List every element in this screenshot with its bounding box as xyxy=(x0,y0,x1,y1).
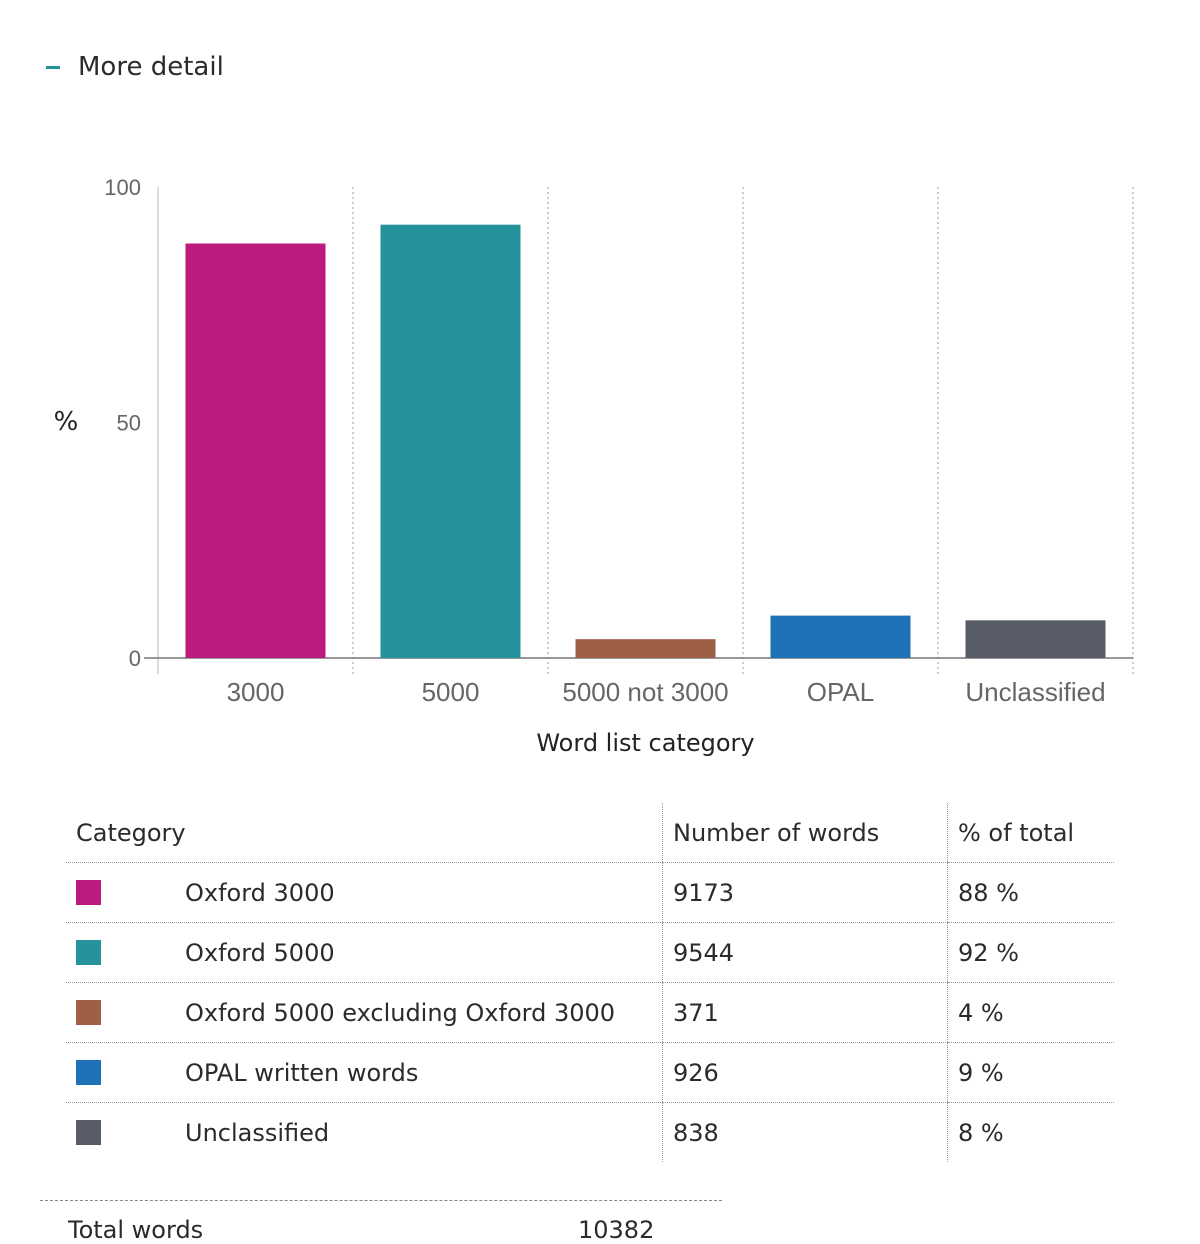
legend-swatch xyxy=(76,1060,101,1085)
legend-swatch xyxy=(76,1000,101,1025)
row-percent: 92 % xyxy=(947,922,1114,983)
row-percent: 8 % xyxy=(947,1102,1114,1162)
y-axis-label: % xyxy=(54,407,79,437)
x-tick-label: Unclassified xyxy=(965,677,1105,707)
row-category: Oxford 5000 excluding Oxford 3000 xyxy=(185,998,616,1027)
minus-icon xyxy=(46,65,60,69)
row-number: 9544 xyxy=(662,922,948,983)
table-row: Oxford 5000 excluding Oxford 3000 371 4 … xyxy=(66,982,1114,1043)
row-number: 371 xyxy=(662,982,948,1043)
legend-swatch xyxy=(76,880,101,905)
row-number: 838 xyxy=(662,1102,948,1162)
row-category: OPAL written words xyxy=(185,1058,419,1087)
row-number: 9173 xyxy=(662,862,948,923)
more-detail-label: More detail xyxy=(78,52,224,82)
table-row: OPAL written words 926 9 % xyxy=(66,1042,1114,1103)
bar xyxy=(770,615,911,658)
header-category: Category xyxy=(66,803,663,863)
bar xyxy=(965,620,1106,658)
word-list-chart: 0 50 100% 3000 5000 5000 not 3000 OPAL Unclassi… xyxy=(54,175,1134,757)
header-percent-of-total: % of total xyxy=(947,803,1114,863)
row-percent: 88 % xyxy=(947,862,1114,923)
header-number-of-words: Number of words xyxy=(662,803,948,863)
row-category: Oxford 5000 xyxy=(185,938,335,967)
row-percent: 4 % xyxy=(947,982,1114,1043)
row-percent: 9 % xyxy=(947,1042,1114,1103)
x-tick-label: OPAL xyxy=(807,677,874,707)
y-tick-label: 100 xyxy=(104,175,141,200)
word-list-table: Category Number of words % of total Oxfo… xyxy=(66,803,1114,1162)
x-tick-label: 5000 not 3000 xyxy=(562,677,728,707)
row-number: 926 xyxy=(662,1042,948,1103)
row-category: Oxford 3000 xyxy=(185,878,335,907)
total-words-label: Total words xyxy=(68,1216,204,1244)
legend-swatch xyxy=(76,940,101,965)
table-row: Oxford 5000 9544 92 % xyxy=(66,922,1114,983)
x-tick-label: 3000 xyxy=(227,677,285,707)
bar xyxy=(575,639,716,658)
table-row: Unclassified 838 8 % xyxy=(66,1102,1114,1162)
x-tick-label: 5000 xyxy=(422,677,480,707)
total-divider xyxy=(40,1200,722,1201)
bar xyxy=(185,243,326,658)
y-tick-label: 0 xyxy=(129,646,141,671)
legend-swatch xyxy=(76,1120,101,1145)
more-detail-toggle[interactable]: More detail xyxy=(46,52,224,82)
total-words-value: 10382 xyxy=(578,1216,655,1244)
table-header-row: Category Number of words % of total xyxy=(66,803,1114,863)
y-tick-label: 50 xyxy=(117,411,141,436)
row-category: Unclassified xyxy=(185,1118,330,1147)
table-row: Oxford 3000 9173 88 % xyxy=(66,862,1114,923)
x-axis-label: Word list category xyxy=(536,729,754,757)
bar xyxy=(380,224,521,658)
